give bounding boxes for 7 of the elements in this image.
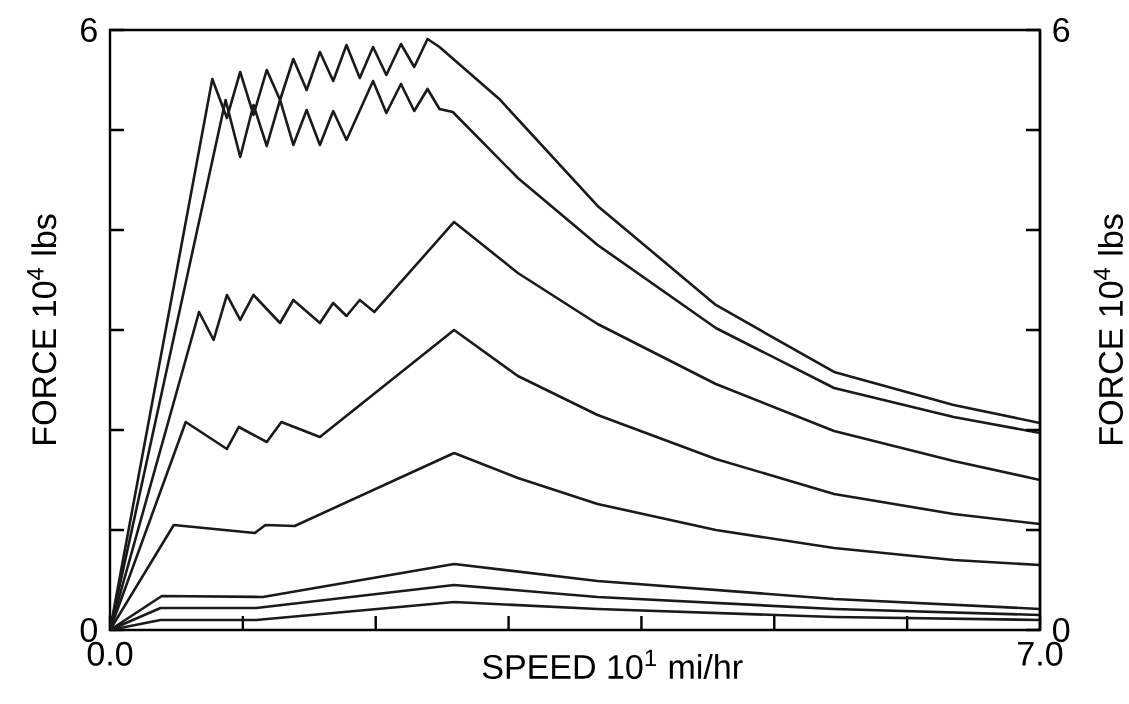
y2-tick-label: 0 xyxy=(1053,617,1070,643)
x-tick-label: 7.0 xyxy=(1018,641,1063,666)
y-axis-title: FORCE 10$^{4}$ lbs xyxy=(27,214,57,444)
x-tick-label: 0.0 xyxy=(87,641,133,666)
y2-tick-label: 6 xyxy=(1053,17,1070,43)
x-axis-title: SPEED 10$^{1}$ mi/hr xyxy=(482,649,743,679)
y2-axis-title: FORCE 10$^{4}$ lbs xyxy=(1093,214,1123,444)
